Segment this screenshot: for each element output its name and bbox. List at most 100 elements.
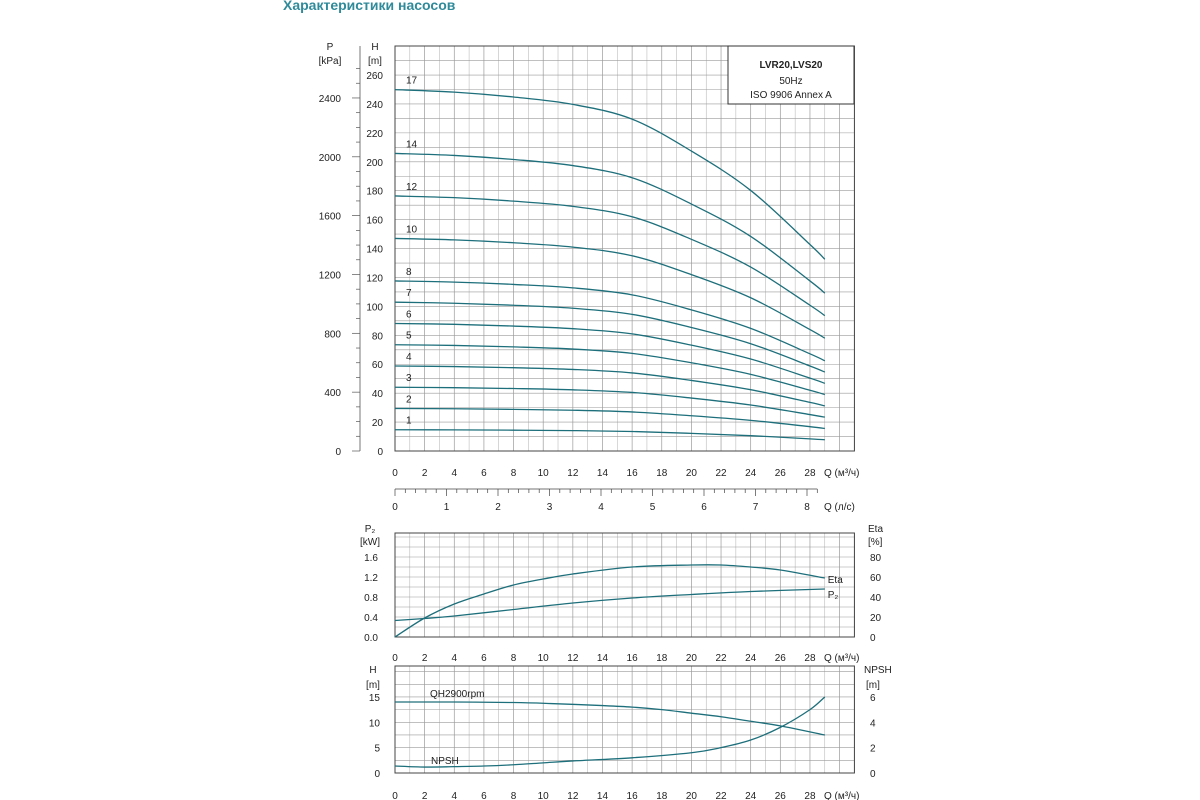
h2-tick-label: 5 (374, 744, 380, 755)
curve-label-Eta: Eta (828, 575, 843, 586)
npsh-tick-label: 2 (870, 744, 876, 755)
p-tick-label: 1600 (319, 212, 342, 223)
p-unit-label: [kPa] (319, 56, 342, 67)
h-tick-label: 100 (366, 302, 383, 313)
curve-qh (394, 701, 825, 736)
head-chart-x-tick-label: 18 (656, 468, 668, 479)
head-chart-x-tick-label: 4 (451, 468, 457, 479)
h-tick-label: 180 (366, 187, 383, 198)
head-chart-x-tick-label: 0 (392, 468, 398, 479)
head-chart-x-tick-label: 20 (686, 468, 698, 479)
p2-unit-label: [kW] (360, 537, 380, 548)
h2-tick-label: 10 (369, 718, 381, 729)
npsh-chart-x-tick-label: 0 (392, 791, 398, 800)
npsh-chart-x-tick-label: 12 (567, 791, 579, 800)
npsh-chart-x-tick-label: 4 (451, 791, 457, 800)
p2-tick-label: 0.0 (364, 633, 378, 644)
stage-curve-6 (394, 322, 825, 384)
curve-P₂ (394, 588, 825, 622)
h-axis-label: H (371, 42, 378, 53)
npsh-chart-x-tick-label: 10 (538, 791, 550, 800)
power-chart-x-tick-label: 26 (775, 653, 787, 664)
npsh-chart-x-tick-label: 20 (686, 791, 698, 800)
chart-title: LVR20,LVS20 (760, 60, 823, 71)
frequency-label: 50Hz (779, 76, 802, 87)
curve-Eta (394, 564, 825, 638)
npsh-tick-label: 0 (870, 769, 876, 780)
power-chart-x-tick-label: 16 (627, 653, 639, 664)
power-chart-x-tick-label: 14 (597, 653, 609, 664)
npsh-chart-x-tick-label: 26 (775, 791, 787, 800)
eta-axis-label: Eta (868, 524, 883, 535)
head-chart-x-tick-label: 12 (567, 468, 579, 479)
power-chart-x-tick-label: 20 (686, 653, 698, 664)
eta-tick-label: 0 (870, 633, 876, 644)
stage-curve-2 (394, 407, 825, 430)
npsh-chart-x-axis-label: Q (м³/ч) (824, 791, 859, 800)
stage-label-4: 4 (406, 352, 412, 363)
npsh-chart-x-tick-label: 2 (422, 791, 428, 800)
ls-tick-label: 2 (495, 502, 501, 513)
p2-axis-label: P₂ (365, 524, 376, 535)
npsh-chart-frame (394, 665, 855, 774)
stage-label-7: 7 (406, 288, 412, 299)
ls-tick-label: 4 (598, 502, 604, 513)
h-tick-label: 200 (366, 158, 383, 169)
p-tick-label: 2000 (319, 153, 342, 164)
head-chart-x-tick-label: 6 (481, 468, 487, 479)
p-axis-label: P (327, 42, 334, 53)
p2-tick-label: 1.2 (364, 573, 378, 584)
head-chart-x-tick-label: 10 (538, 468, 550, 479)
head-chart-x-tick-label: 8 (511, 468, 517, 479)
power-chart-x-tick-label: 28 (804, 653, 816, 664)
curve-label-npsh: NPSH (431, 756, 459, 767)
ls-axis-label: Q (л/с) (824, 502, 855, 513)
ls-tick-label: 6 (701, 502, 707, 513)
h-tick-label: 260 (366, 71, 383, 82)
npsh-chart-x-tick-label: 24 (745, 791, 757, 800)
power-chart-x-tick-label: 10 (538, 653, 550, 664)
stage-label-10: 10 (406, 224, 418, 235)
p2-tick-label: 0.4 (364, 613, 378, 624)
p2-tick-label: 1.6 (364, 553, 378, 564)
power-chart-x-tick-label: 24 (745, 653, 757, 664)
ls-tick-label: 0 (392, 502, 398, 513)
head-chart-x-axis-label: Q (м³/ч) (824, 468, 859, 479)
legend-box (727, 45, 855, 105)
stage-label-12: 12 (406, 182, 418, 193)
npsh-chart-x-tick-label: 8 (511, 791, 517, 800)
standard-label: ISO 9906 Annex A (750, 90, 832, 101)
power-chart-x-tick-label: 0 (392, 653, 398, 664)
power-chart-frame (394, 532, 855, 638)
h-tick-label: 120 (366, 273, 383, 284)
head-chart-x-tick-label: 16 (627, 468, 639, 479)
stage-curve-5 (394, 344, 825, 396)
h-tick-label: 40 (372, 389, 384, 400)
stage-curve-1 (394, 429, 825, 441)
ls-tick-label: 8 (804, 502, 810, 513)
npsh-tick-label: 4 (870, 718, 876, 729)
p-tick-label: 2400 (319, 94, 342, 105)
p-tick-label: 1200 (319, 270, 342, 281)
stage-label-14: 14 (406, 139, 418, 150)
stage-curve-7 (394, 301, 826, 373)
power-chart-x-tick-label: 22 (715, 653, 727, 664)
curve-label-qh: QH2900rpm (430, 689, 484, 700)
stage-label-8: 8 (406, 267, 412, 278)
curve-npsh (394, 696, 826, 768)
p2-tick-label: 0.8 (364, 593, 378, 604)
ls-tick-label: 1 (444, 502, 450, 513)
npsh-tick-label: 6 (870, 693, 876, 704)
npsh-chart-x-tick-label: 16 (627, 791, 639, 800)
stage-curve-17 (394, 88, 826, 260)
npsh-chart-x-tick-label: 18 (656, 791, 668, 800)
stage-label-2: 2 (406, 394, 412, 405)
eta-tick-label: 40 (870, 593, 882, 604)
head-chart-x-tick-label: 26 (775, 468, 787, 479)
ls-tick-label: 7 (753, 502, 759, 513)
stage-curve-14 (394, 152, 826, 294)
h-tick-label: 20 (372, 418, 384, 429)
npsh-unit-label: [m] (866, 680, 880, 691)
eta-tick-label: 80 (870, 553, 882, 564)
stage-label-3: 3 (406, 373, 412, 384)
